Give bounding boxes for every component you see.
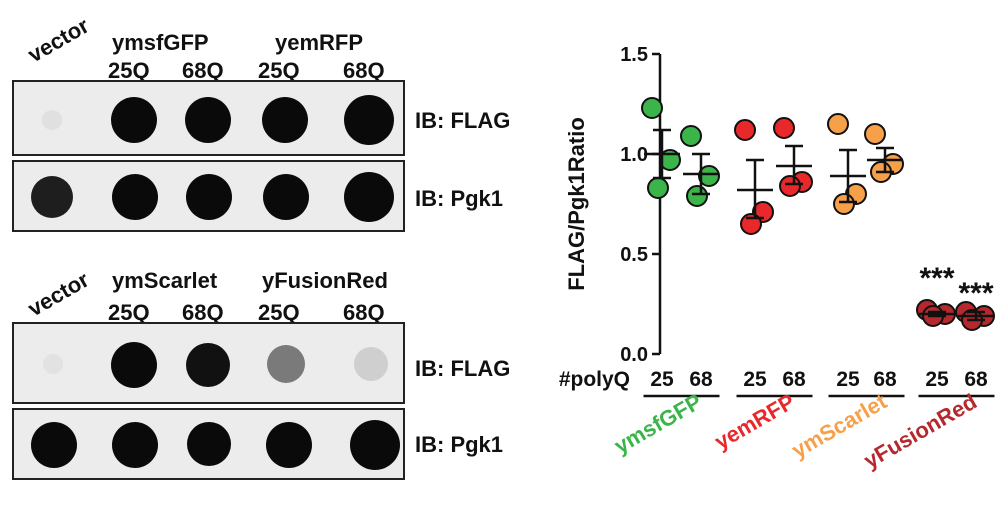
polyq-label: 68 xyxy=(964,368,988,391)
data-point xyxy=(686,185,708,207)
blot-dot xyxy=(42,110,62,130)
polyq-label: 68 xyxy=(782,368,806,391)
group-label: yemRFP xyxy=(710,389,799,455)
data-point xyxy=(833,193,855,215)
blot-dot xyxy=(43,354,63,374)
bottom-lane-label-3: 25Q xyxy=(258,300,300,325)
chart-axes xyxy=(643,52,995,398)
polyq-label: 68 xyxy=(689,368,713,391)
bottom-lane-label-1: 25Q xyxy=(108,300,150,325)
y-tick-label: 1.5 xyxy=(620,44,648,66)
bottom-lane-label-4: 68Q xyxy=(343,300,385,325)
polyq-label: 25 xyxy=(836,368,860,391)
bottom-lane-label-2: 68Q xyxy=(182,300,224,325)
blot-dot xyxy=(111,342,157,388)
blot-dot xyxy=(112,422,158,468)
bottom-group1-label: ymScarlet xyxy=(112,268,218,293)
top-lane-label-4: 68Q xyxy=(343,58,385,83)
blot-dot xyxy=(266,422,312,468)
top-lane-label-3: 25Q xyxy=(258,58,300,83)
top-pgk1-blot xyxy=(12,160,405,232)
data-point xyxy=(864,123,886,145)
data-point xyxy=(698,165,720,187)
polyq-label: 25 xyxy=(743,368,767,391)
blot-dot xyxy=(31,176,73,218)
blot-dot xyxy=(344,172,394,222)
blot-dot xyxy=(350,420,400,470)
top-flag-blot xyxy=(12,80,405,156)
top-pgk1-label: IB: Pgk1 xyxy=(415,186,504,211)
chart-marks xyxy=(641,97,995,331)
chart-text: 0.0 0.5 1.0 1.5 FLAG/Pgk1Ratio #polyQ 25 68 25 68… xyxy=(559,44,994,473)
significance-stars: *** xyxy=(919,262,954,295)
data-point xyxy=(827,113,849,135)
significance-stars: *** xyxy=(958,277,993,310)
polyq-label: 68 xyxy=(873,368,897,391)
data-point xyxy=(680,125,702,147)
blot-dot xyxy=(262,97,308,143)
blot-dot xyxy=(112,174,158,220)
top-lane-label-2: 68Q xyxy=(182,58,224,83)
bottom-pgk1-label: IB: Pgk1 xyxy=(415,432,504,457)
top-flag-label: IB: FLAG xyxy=(415,108,511,133)
blot-dot xyxy=(111,97,157,143)
data-point xyxy=(779,175,801,197)
bottom-vector-label: vector xyxy=(23,266,94,322)
x-axis-title: #polyQ xyxy=(559,368,630,391)
blot-dot xyxy=(354,347,388,381)
y-axis-title: FLAG/Pgk1Ratio xyxy=(564,117,589,291)
blot-dot xyxy=(187,422,231,466)
data-point xyxy=(734,119,756,141)
data-point xyxy=(773,117,795,139)
top-lane-label-1: 25Q xyxy=(108,58,150,83)
data-point xyxy=(641,97,663,119)
polyq-ratio-chart: 0.0 0.5 1.0 1.5 FLAG/Pgk1Ratio #polyQ 25 68 25 68… xyxy=(559,44,995,473)
bottom-group2-label: yFusionRed xyxy=(262,268,388,293)
top-group1-label: ymsfGFP xyxy=(112,30,209,55)
y-tick-label: 0.0 xyxy=(620,344,648,366)
blot-dot xyxy=(185,97,231,143)
y-tick-label: 1.0 xyxy=(620,144,648,166)
blot-dot xyxy=(344,95,394,145)
bottom-pgk1-blot xyxy=(12,408,405,480)
blot-dot xyxy=(263,174,309,220)
bottom-flag-blot xyxy=(12,322,405,404)
top-vector-label: vector xyxy=(23,12,94,68)
top-group2-label: yemRFP xyxy=(275,30,364,55)
data-point xyxy=(647,177,669,199)
polyq-label: 25 xyxy=(925,368,949,391)
blot-dot xyxy=(31,422,77,468)
blot-dot xyxy=(186,343,230,387)
blot-dot xyxy=(267,345,305,383)
bottom-flag-label: IB: FLAG xyxy=(415,356,511,381)
polyq-label: 25 xyxy=(650,368,674,391)
blot-dot xyxy=(186,174,232,220)
y-tick-label: 0.5 xyxy=(620,244,648,266)
group-label: ymsfGFP xyxy=(610,389,706,459)
